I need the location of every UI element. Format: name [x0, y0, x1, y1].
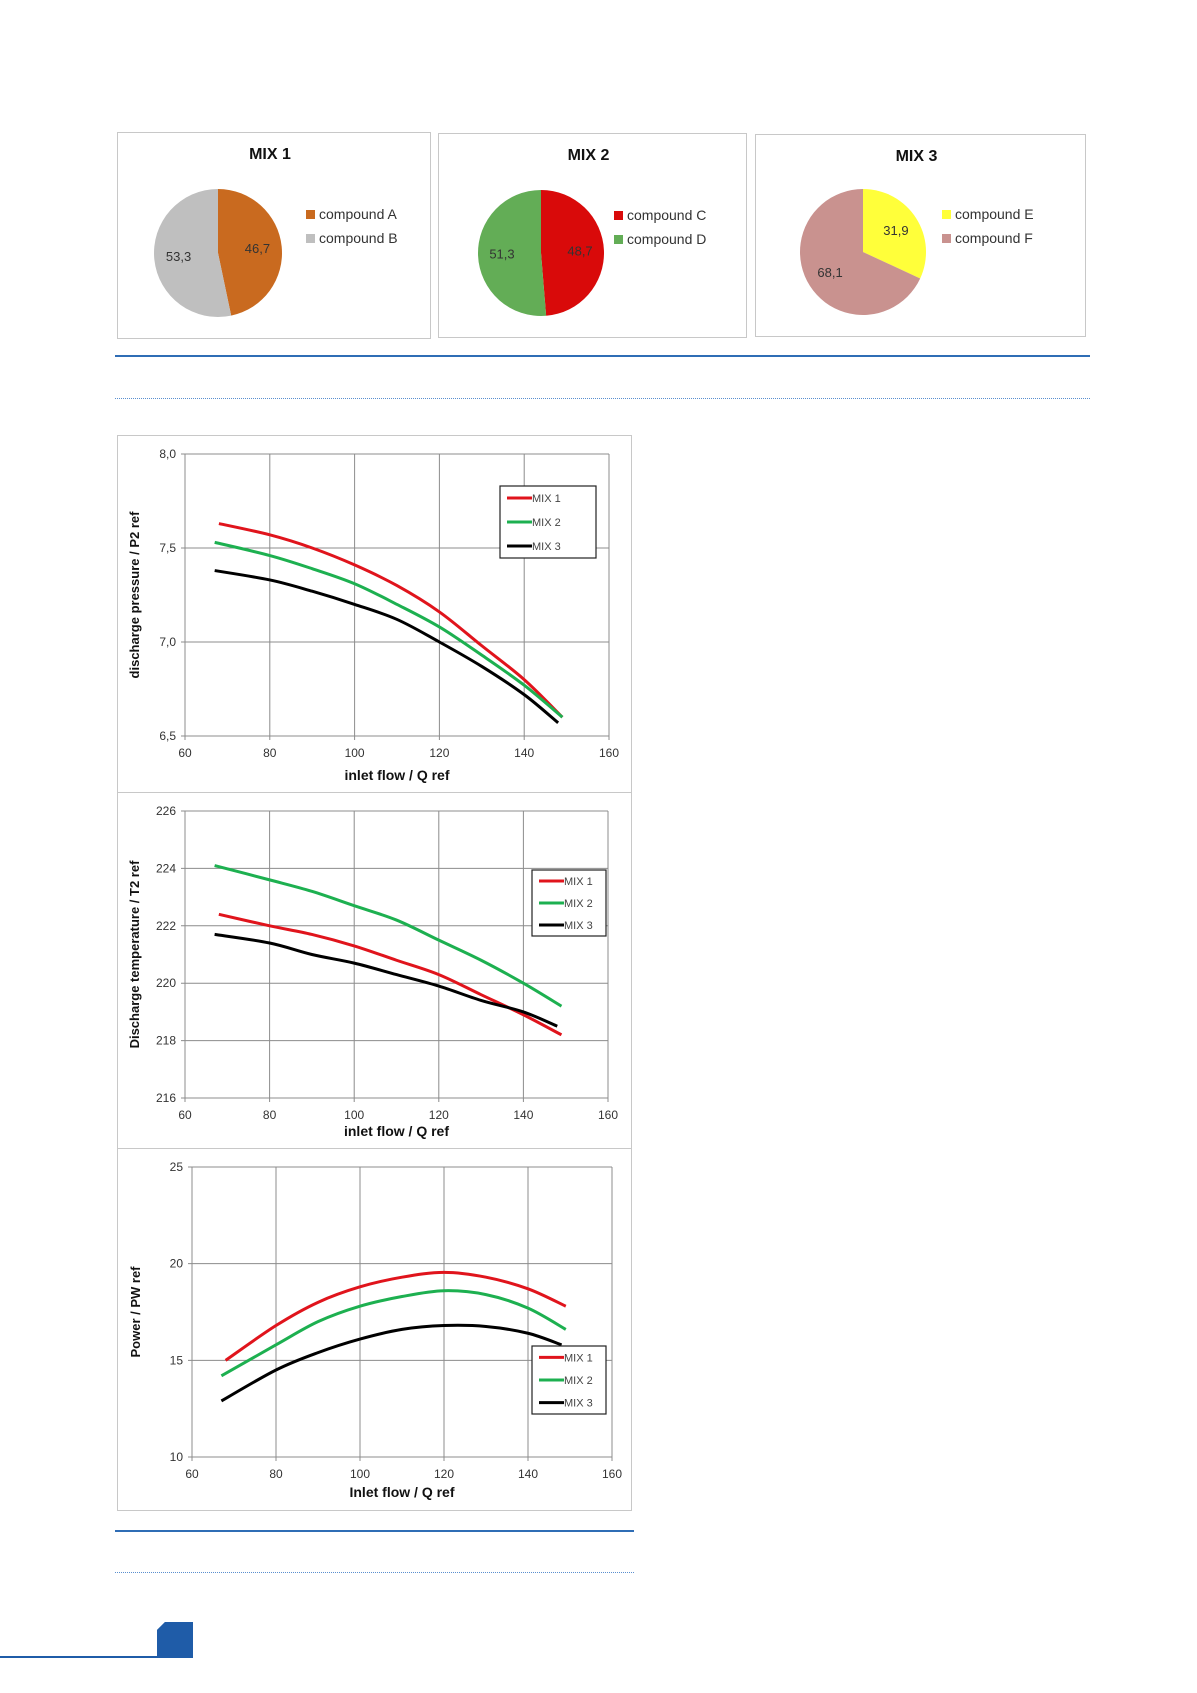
- x-tick-label: 120: [429, 746, 449, 760]
- chart-title: MIX 3: [896, 148, 938, 165]
- y-axis-title: Discharge temperature / T2 ref: [127, 860, 142, 1049]
- y-tick-label: 6,5: [159, 729, 176, 743]
- y-tick-label: 7,0: [159, 635, 176, 649]
- slice-data-label: 31,9: [883, 223, 908, 238]
- legend-label: compound E: [955, 206, 1034, 222]
- dotted-divider-bottom: [115, 1572, 634, 1573]
- pie-chart-mix-3: MIX 3 31,9 compound E 68,1 compound F: [755, 134, 1086, 337]
- footer-line: [0, 1656, 193, 1658]
- x-tick-label: 80: [269, 1467, 283, 1481]
- x-tick-label: 60: [178, 746, 192, 760]
- y-tick-label: 20: [170, 1257, 184, 1271]
- x-tick-label: 160: [598, 1108, 618, 1122]
- x-tick-label: 160: [599, 746, 619, 760]
- legend-swatch: [614, 211, 623, 220]
- slice-data-label: 68,1: [817, 265, 842, 280]
- legend-label: compound A: [319, 206, 397, 222]
- y-tick-label: 224: [156, 861, 176, 875]
- legend-label: compound C: [627, 207, 706, 223]
- series-line-mix-3: [214, 932, 558, 1028]
- x-axis-title: Inlet flow / Q ref: [349, 1484, 454, 1500]
- legend-label: compound D: [627, 231, 706, 247]
- x-tick-label: 60: [185, 1467, 199, 1481]
- series-line-mix-3: [214, 569, 560, 724]
- series-line-mix-2: [214, 540, 564, 719]
- legend-swatch: [306, 234, 315, 243]
- x-tick-label: 60: [178, 1108, 192, 1122]
- y-tick-label: 220: [156, 976, 176, 990]
- legend-swatch: [306, 210, 315, 219]
- legend-label: MIX 1: [564, 876, 593, 888]
- x-tick-label: 100: [350, 1467, 370, 1481]
- y-tick-label: 10: [170, 1450, 184, 1464]
- y-tick-label: 25: [170, 1160, 184, 1174]
- slice-data-label: 48,7: [567, 243, 592, 258]
- line-chart-discharge-pressure: 60 80 100 120 140 160 6,5 7,0 7,5 8,0 inlet flow /…: [117, 435, 632, 793]
- y-axis-title: discharge pressure / P2 ref: [127, 511, 142, 679]
- x-tick-label: 160: [602, 1467, 622, 1481]
- pie-slice-compound-b: [153, 189, 232, 317]
- section-divider-bottom: [115, 1530, 634, 1532]
- y-tick-label: 15: [170, 1353, 184, 1367]
- legend-label: MIX 3: [564, 1398, 593, 1410]
- legend-swatch: [942, 210, 951, 219]
- x-tick-label: 140: [514, 746, 534, 760]
- pie-chart-mix-2: MIX 2 48,7 compound C 51,3 compound D: [438, 133, 747, 338]
- legend-swatch: [942, 234, 951, 243]
- pie-slice-compound-a: [218, 189, 282, 316]
- page-number-tab: [157, 1622, 193, 1658]
- y-tick-label: 216: [156, 1091, 176, 1105]
- x-tick-label: 140: [518, 1467, 538, 1481]
- slice-data-label: 53,3: [166, 249, 191, 264]
- slice-data-label: 46,7: [245, 241, 270, 256]
- pie-slice-compound-f: [800, 189, 921, 315]
- y-tick-label: 7,5: [159, 541, 176, 555]
- series-line-mix-2: [214, 864, 563, 1008]
- legend-label: MIX 3: [532, 541, 561, 553]
- y-axis-title: Power / PW ref: [128, 1266, 143, 1358]
- legend-label: MIX 1: [564, 1352, 593, 1364]
- legend-label: MIX 1: [532, 493, 561, 505]
- chart-title: MIX 1: [249, 146, 291, 163]
- legend-label: MIX 2: [564, 898, 593, 910]
- legend-label: MIX 2: [532, 517, 561, 529]
- pie-slice-compound-e: [863, 189, 926, 279]
- line-chart-discharge-temperature: 60 80 100 120 140 160 216 218 220 222 224 226 inlet …: [117, 792, 632, 1149]
- legend-swatch: [614, 235, 623, 244]
- x-axis-title: inlet flow / Q ref: [344, 767, 449, 783]
- x-tick-label: 100: [345, 746, 365, 760]
- chart-title: MIX 2: [568, 147, 610, 164]
- series-line-mix-2: [220, 1289, 567, 1378]
- x-tick-label: 120: [434, 1467, 454, 1481]
- pie-chart-mix-1: MIX 1 46,7 compound A 53,3 compound B: [117, 132, 431, 339]
- legend-label: MIX 3: [564, 920, 593, 932]
- x-tick-label: 140: [513, 1108, 533, 1122]
- series-line-mix-1: [224, 1270, 567, 1362]
- y-tick-label: 226: [156, 804, 176, 818]
- legend-label: compound B: [319, 230, 398, 246]
- pie-slice-compound-d: [477, 190, 547, 316]
- legend-label: compound F: [955, 230, 1033, 246]
- y-tick-label: 8,0: [159, 447, 176, 461]
- dotted-divider: [115, 398, 1090, 399]
- legend-label: MIX 2: [564, 1375, 593, 1387]
- x-tick-label: 120: [429, 1108, 449, 1122]
- x-tick-label: 100: [344, 1108, 364, 1122]
- line-chart-power: 60 80 100 120 140 160 10 15 20 25 Inlet flow / Q r…: [117, 1148, 632, 1511]
- series-line-mix-1: [218, 522, 564, 719]
- section-divider: [115, 355, 1090, 357]
- x-axis-title: inlet flow / Q ref: [344, 1123, 449, 1139]
- y-tick-label: 222: [156, 919, 176, 933]
- series-line-mix-3: [220, 1323, 563, 1403]
- x-tick-label: 80: [263, 746, 277, 760]
- x-tick-label: 80: [263, 1108, 277, 1122]
- slice-data-label: 51,3: [489, 247, 514, 262]
- pie-slice-compound-c: [541, 190, 604, 316]
- y-tick-label: 218: [156, 1034, 176, 1048]
